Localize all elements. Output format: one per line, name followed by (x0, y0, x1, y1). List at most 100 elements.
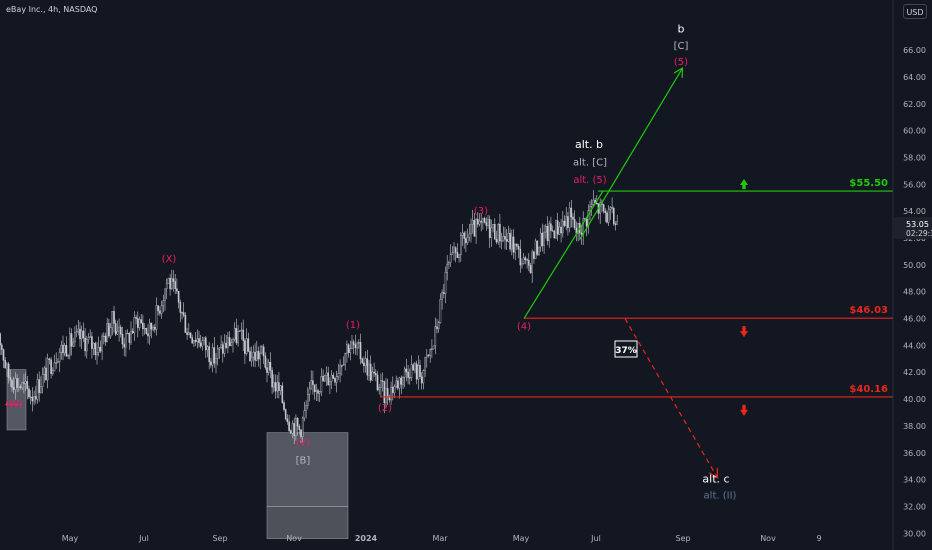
candle (616, 214, 618, 225)
candle (597, 203, 600, 220)
candle (264, 352, 267, 370)
candle (70, 328, 73, 356)
candle-body (368, 363, 370, 376)
candle-body (126, 332, 129, 335)
candle (62, 335, 64, 361)
candle (611, 197, 613, 214)
candle (560, 219, 562, 243)
candle-body (204, 337, 207, 351)
candle (341, 364, 343, 376)
candle (376, 370, 379, 392)
candle (405, 358, 408, 382)
candle-body (307, 394, 309, 406)
candle (361, 357, 364, 364)
candle (65, 336, 68, 357)
candle (21, 381, 24, 391)
candle-body (293, 423, 296, 436)
candle-body (528, 260, 530, 266)
candle (378, 383, 381, 395)
candle (228, 331, 231, 347)
candle (288, 414, 290, 432)
candle-body (409, 377, 411, 379)
arrow-down-icon (740, 326, 748, 338)
candle (558, 221, 561, 236)
candle-body (517, 246, 520, 250)
candle (424, 356, 426, 377)
candle (11, 378, 13, 392)
candle-body (233, 328, 236, 340)
candle (101, 333, 103, 361)
candle-body (512, 236, 515, 253)
wave-label: alt. c (702, 472, 729, 485)
candle-body (288, 421, 290, 431)
time-tick: Jul (590, 534, 601, 543)
candle (324, 374, 326, 382)
candle-body (533, 251, 535, 259)
candle-body (7, 363, 10, 378)
candle-body (441, 292, 443, 300)
candle (388, 394, 391, 403)
candle (172, 270, 175, 292)
candle (538, 246, 540, 256)
candle (502, 226, 505, 242)
candle-body (403, 368, 406, 378)
candle-body (466, 236, 469, 244)
candle-body (19, 386, 22, 388)
candle-body (82, 330, 85, 339)
candle (568, 201, 571, 233)
candle (92, 342, 95, 356)
candle (499, 213, 501, 248)
candle (43, 365, 46, 383)
candle-body (63, 345, 66, 354)
candle (555, 219, 557, 239)
candle (143, 323, 146, 335)
candle (526, 258, 528, 269)
wave-b-box (266, 432, 349, 507)
time-tick: 2024 (355, 534, 378, 543)
candle-body (52, 370, 54, 374)
candle-body (28, 388, 30, 398)
candle-body (550, 223, 552, 231)
candle-body (152, 327, 154, 330)
candle (528, 253, 530, 272)
candle (332, 372, 335, 380)
candle-body (138, 319, 141, 328)
currency-button[interactable]: USD (903, 4, 927, 19)
candle-body (196, 338, 199, 342)
candle-body (145, 327, 148, 334)
candle (216, 344, 219, 366)
candle-body (475, 218, 477, 237)
candle-body (516, 243, 518, 247)
candle (235, 318, 238, 345)
candle-body (439, 299, 442, 323)
candle-body (427, 354, 430, 357)
candle (386, 378, 389, 406)
candle-body (582, 218, 584, 235)
arrow-up-icon (740, 179, 748, 190)
candle-body (41, 374, 44, 387)
candle (232, 337, 234, 353)
candle-body (79, 328, 81, 340)
candle-body (429, 348, 432, 356)
candle-body (264, 355, 267, 368)
wave-label: (X) (162, 254, 177, 265)
candle (460, 232, 462, 262)
candle-body (480, 220, 483, 223)
candle (24, 372, 27, 391)
candle (402, 375, 404, 389)
candle-body (227, 337, 229, 348)
candle-body (256, 351, 258, 361)
candle (371, 366, 374, 381)
candle-body (499, 224, 501, 242)
candle-body (94, 343, 97, 356)
candle (300, 429, 302, 444)
candle (286, 414, 289, 425)
candle-body (514, 243, 516, 253)
candle-body (604, 210, 607, 214)
price-axis: 30.00 32.00 34.00 36.00 38.00 40.00 42.00 44.00… (892, 0, 926, 550)
candle (218, 347, 221, 359)
candle-body (267, 362, 270, 373)
candle (471, 209, 474, 234)
candle-body (551, 230, 554, 232)
